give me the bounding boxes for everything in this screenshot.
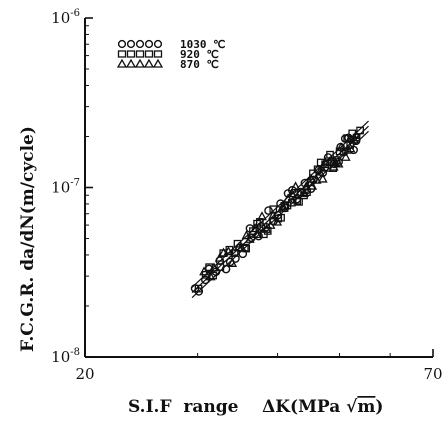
legend-marker-circle <box>117 39 127 49</box>
x-axis-title: S.I.F range ΔK(MPa √m) <box>128 397 383 417</box>
data-point-triangle <box>333 158 344 168</box>
ticks <box>84 17 434 358</box>
data-point-triangle <box>244 233 255 243</box>
legend-marker-square <box>153 50 163 58</box>
y-tick-label: 10-8 <box>51 347 80 366</box>
y-tick-label-base: 10 <box>51 9 70 27</box>
y-tick-label-exponent: -8 <box>70 347 80 358</box>
data-point-circle <box>254 231 263 241</box>
data-point-triangle <box>336 142 346 152</box>
data-point-square <box>295 197 303 206</box>
legend-marker-circle <box>144 39 154 49</box>
legend-marker-square <box>135 50 145 58</box>
data-point-triangle <box>257 211 267 221</box>
trend-line <box>191 120 369 288</box>
data-point-square <box>233 239 242 248</box>
data-points <box>190 126 364 296</box>
y-tick-label-exponent: -6 <box>70 8 80 19</box>
data-point-square <box>256 218 264 226</box>
data-point-triangle <box>317 173 328 183</box>
data-point-triangle <box>349 134 360 144</box>
data-point-triangle <box>286 188 297 198</box>
y-tick-label-base: 10 <box>51 179 70 197</box>
x-tick-label: 70 <box>423 365 442 383</box>
legend-marker-triangle <box>116 58 128 68</box>
trend-line <box>191 130 369 299</box>
y-tick-label-base: 10 <box>51 348 70 366</box>
legend-label: 920 ℃ <box>180 48 219 61</box>
legend-marker-triangle <box>125 58 137 68</box>
y-tick-label: 10-6 <box>51 8 80 27</box>
legend-marker-triangle <box>152 58 164 68</box>
legend-marker-square <box>117 50 127 58</box>
y-tick-label-exponent: -7 <box>70 178 80 189</box>
data-point-triangle <box>314 166 325 176</box>
x-tick-label: 20 <box>75 365 94 383</box>
data-point-triangle <box>272 216 283 226</box>
legend-marker-circle <box>135 39 145 49</box>
data-point-triangle <box>227 257 238 267</box>
trend-lines <box>191 120 369 299</box>
data-point-triangle <box>209 262 219 272</box>
sqrt-sign: √ <box>346 397 358 417</box>
data-point-triangle <box>311 174 322 184</box>
data-point-circle <box>264 206 273 215</box>
data-point-square <box>277 213 285 222</box>
data-point-circle <box>231 254 240 263</box>
legend-marker-circle <box>153 39 163 49</box>
legend-marker-circle <box>126 39 136 49</box>
data-point-triangle <box>199 266 209 276</box>
legend-marker-square <box>126 50 136 58</box>
legend-marker-triangle <box>134 58 146 68</box>
tick-labels: 10-610-710-820 70 <box>51 8 442 383</box>
data-point-triangle <box>345 143 356 153</box>
data-point-triangle <box>250 223 261 233</box>
legend-label: 1030 ℃ <box>180 38 225 51</box>
legend-marker-square <box>144 50 154 58</box>
data-point-triangle <box>299 188 309 198</box>
y-tick-label: 10-7 <box>51 178 80 197</box>
data-point-square <box>242 244 251 253</box>
data-point-square <box>287 198 296 207</box>
legend-label: 870 ℃ <box>180 58 219 71</box>
y-axis-title: F.C.G.R. da/dN(m/cycle) <box>18 126 38 352</box>
sqrt-radicand: m <box>357 397 375 417</box>
trend-line <box>191 125 369 293</box>
data-point-triangle <box>340 151 351 161</box>
legend-marker-triangle <box>143 58 155 68</box>
